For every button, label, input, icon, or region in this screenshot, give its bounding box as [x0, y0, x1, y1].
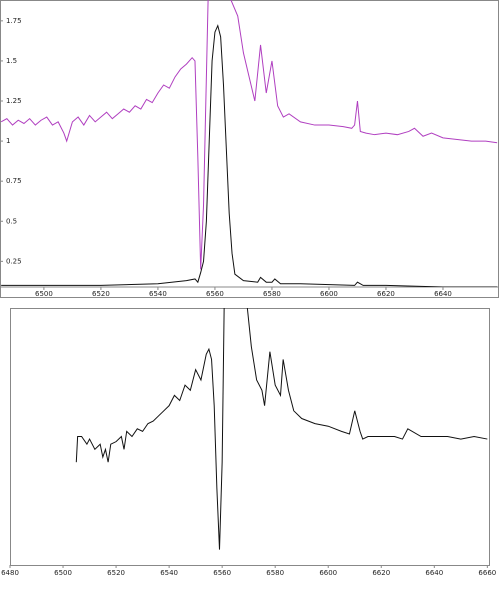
x-tick-label: 6600 [320, 290, 338, 298]
x-tick-label: 6640 [425, 569, 443, 577]
spectrum-line [0, 0, 498, 270]
x-tick-label: 6580 [266, 569, 284, 577]
x-tick-label: 6620 [377, 290, 395, 298]
y-tick-label: 1.75 [6, 17, 22, 25]
x-tick-label: 6580 [263, 290, 281, 298]
x-tick-label: 6540 [149, 290, 167, 298]
spectrum-line [1, 24, 498, 287]
x-tick-label: 6540 [160, 569, 178, 577]
x-tick-label: 6500 [54, 569, 72, 577]
x-tick-label: 6620 [372, 569, 390, 577]
x-tick-label: 6520 [92, 290, 110, 298]
top-frame [0, 0, 499, 298]
x-tick-label: 6660 [478, 569, 496, 577]
spectrum-line [75, 308, 488, 550]
y-tick-label: 1 [6, 137, 10, 145]
x-tick-label: 6560 [206, 290, 224, 298]
bottom-frame [10, 308, 490, 566]
y-tick-label: 1.5 [6, 57, 17, 65]
x-tick-label: 6480 [1, 569, 19, 577]
x-tick-label: 6640 [434, 290, 452, 298]
y-tick-label: 1.25 [6, 97, 22, 105]
x-tick-label: 6600 [319, 569, 337, 577]
x-tick-label: 6500 [35, 290, 53, 298]
y-tick-label: 0.75 [6, 177, 22, 185]
y-tick-label: 0.25 [6, 257, 22, 265]
y-tick-label: 0.5 [6, 217, 17, 225]
x-tick-label: 6560 [213, 569, 231, 577]
x-tick-label: 6520 [107, 569, 125, 577]
